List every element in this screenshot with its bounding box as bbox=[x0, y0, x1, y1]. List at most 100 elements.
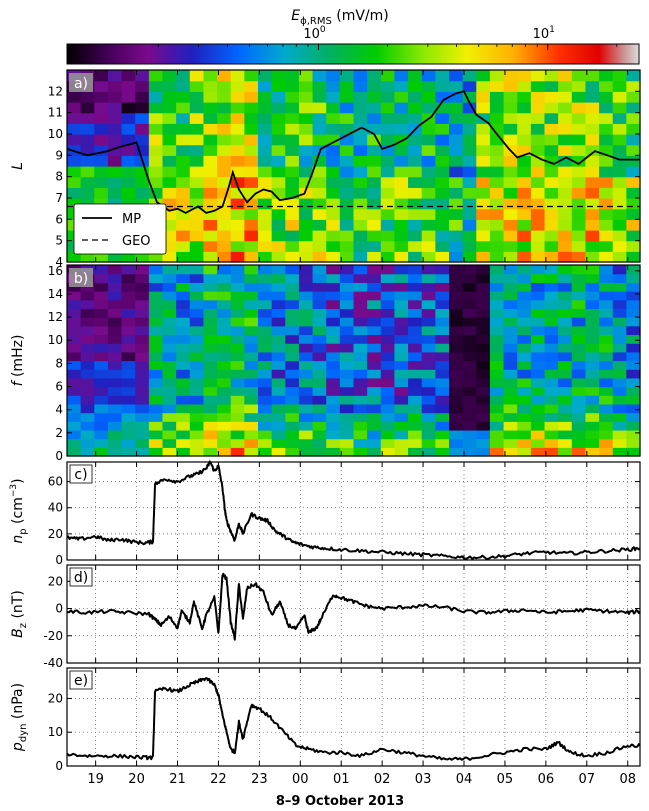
heatmap-cell bbox=[339, 282, 355, 292]
heatmap-cell bbox=[339, 421, 355, 431]
heatmap-cell bbox=[135, 395, 150, 405]
heatmap-cell bbox=[135, 282, 150, 292]
heatmap-cell bbox=[285, 369, 300, 379]
heatmap-cell bbox=[135, 343, 150, 353]
heatmap-cells bbox=[67, 70, 641, 263]
heatmap-cell bbox=[298, 80, 314, 92]
heatmap-cell bbox=[626, 144, 641, 156]
heatmap-cell bbox=[121, 282, 136, 292]
heatmap-cell bbox=[148, 343, 164, 353]
heatmap-cell bbox=[258, 102, 273, 114]
heatmap-cell bbox=[203, 429, 218, 440]
heatmap-cell bbox=[135, 265, 150, 275]
heatmap-cell bbox=[189, 438, 205, 448]
heatmap-cell bbox=[189, 240, 205, 252]
heatmap-cell bbox=[476, 343, 491, 353]
heatmap-cell bbox=[585, 360, 600, 370]
heatmap-cell bbox=[380, 421, 396, 431]
heatmap-cell bbox=[217, 325, 232, 336]
heatmap-cell bbox=[312, 208, 327, 220]
heatmap-cell bbox=[298, 351, 314, 362]
heatmap-cell bbox=[367, 155, 382, 167]
heatmap-cell bbox=[612, 447, 627, 457]
heatmap-cell bbox=[544, 299, 559, 310]
heatmap-cell bbox=[435, 134, 450, 146]
heatmap-cell bbox=[230, 208, 245, 220]
heatmap-cell bbox=[203, 134, 218, 146]
heatmap-cell bbox=[435, 176, 450, 188]
heatmap-cell bbox=[599, 80, 614, 92]
heatmap-cell bbox=[217, 102, 232, 114]
heatmap-cell bbox=[449, 273, 464, 283]
heatmap-cell bbox=[203, 102, 218, 114]
heatmap-cell bbox=[599, 91, 614, 103]
heatmap-cell bbox=[626, 282, 641, 292]
heatmap-cell bbox=[94, 176, 109, 188]
heatmap-cell bbox=[599, 412, 614, 422]
heatmap-cell bbox=[148, 155, 164, 167]
heatmap-cell bbox=[449, 360, 464, 370]
heatmap-cell bbox=[612, 198, 627, 210]
heatmap-cell bbox=[189, 360, 205, 370]
heatmap-cell bbox=[517, 369, 532, 379]
heatmap-cell bbox=[489, 80, 505, 92]
heatmap-cell bbox=[353, 308, 368, 318]
heatmap-cell bbox=[298, 208, 314, 220]
heatmap-cell bbox=[394, 198, 409, 210]
heatmap-cell bbox=[258, 134, 273, 146]
heatmap-cell bbox=[367, 134, 382, 146]
heatmap-cell bbox=[189, 70, 205, 82]
heatmap-cell bbox=[80, 102, 95, 114]
heatmap-cell bbox=[462, 369, 477, 379]
heatmap-cell bbox=[503, 282, 518, 292]
heatmap-cell bbox=[503, 134, 518, 146]
heatmap-cell bbox=[94, 291, 109, 301]
heatmap-cell bbox=[558, 208, 573, 220]
heatmap-cell bbox=[585, 102, 600, 114]
heatmap-cell bbox=[67, 351, 82, 362]
heatmap-cell bbox=[162, 273, 177, 283]
heatmap-cell bbox=[285, 240, 300, 252]
heatmap-cell bbox=[585, 421, 600, 431]
heatmap-cell bbox=[94, 282, 109, 292]
heatmap-cell bbox=[339, 144, 355, 156]
heatmap-cell bbox=[544, 208, 559, 220]
heatmap-cell bbox=[271, 273, 286, 283]
panel-label-text: a) bbox=[74, 76, 88, 92]
heatmap-cell bbox=[189, 325, 205, 336]
heatmap-cell bbox=[394, 447, 409, 457]
heatmap-cell bbox=[544, 351, 559, 362]
heatmap-cell bbox=[517, 317, 532, 327]
heatmap-cell bbox=[67, 429, 82, 440]
heatmap-cell bbox=[230, 325, 245, 336]
heatmap-cell bbox=[217, 299, 232, 310]
heatmap-cell bbox=[244, 429, 259, 440]
heatmap-cell bbox=[394, 299, 409, 310]
heatmap-cell bbox=[571, 282, 587, 292]
heatmap-cell bbox=[380, 91, 396, 103]
heatmap-cell bbox=[80, 377, 95, 388]
heatmap-cell bbox=[367, 343, 382, 353]
heatmap-cell bbox=[503, 208, 518, 220]
heatmap-cell bbox=[285, 377, 300, 388]
heatmap-cell bbox=[626, 187, 641, 199]
heatmap-cell bbox=[612, 282, 627, 292]
heatmap-cell bbox=[298, 91, 314, 103]
heatmap-cell bbox=[408, 369, 423, 379]
heatmap-cell bbox=[421, 219, 436, 231]
heatmap-cell bbox=[612, 230, 627, 242]
heatmap-cell bbox=[435, 144, 450, 156]
series-line bbox=[66, 572, 641, 641]
heatmap-cell bbox=[585, 251, 600, 263]
heatmap-cell bbox=[585, 412, 600, 422]
heatmap-cell bbox=[462, 144, 477, 156]
heatmap-cell bbox=[571, 317, 587, 327]
heatmap-cell bbox=[530, 317, 546, 327]
heatmap-cell bbox=[298, 334, 314, 344]
heatmap-cell bbox=[585, 144, 600, 156]
heatmap-cell bbox=[244, 208, 259, 220]
heatmap-cell bbox=[394, 325, 409, 336]
heatmap-cell bbox=[80, 412, 95, 422]
